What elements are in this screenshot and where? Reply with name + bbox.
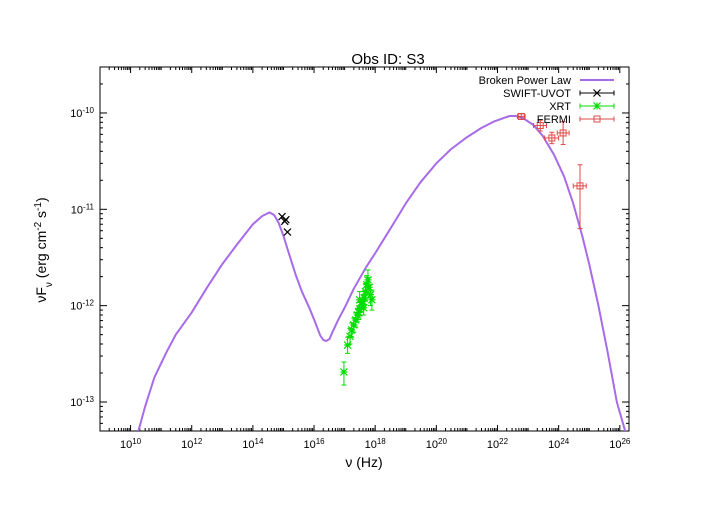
data-point bbox=[367, 289, 376, 311]
plot-frame bbox=[99, 66, 630, 432]
chart-title: Obs ID: S3 bbox=[351, 51, 424, 68]
x-tick-label: 1010 bbox=[120, 437, 142, 452]
legend-item: Broken Power Law bbox=[479, 75, 614, 87]
marker-square bbox=[593, 115, 601, 123]
data-point bbox=[359, 300, 368, 316]
marker-square bbox=[559, 129, 567, 137]
marker-stroke bbox=[281, 215, 290, 224]
marker-stroke bbox=[283, 228, 292, 237]
x-tick-label: 1024 bbox=[548, 437, 570, 452]
series-layer bbox=[137, 112, 627, 431]
x-axis-label: ν (Hz) bbox=[345, 454, 382, 470]
series-swift-uvot bbox=[278, 212, 292, 237]
marker-square bbox=[536, 122, 544, 130]
series-fermi bbox=[516, 112, 587, 230]
line-path bbox=[137, 115, 627, 431]
data-point bbox=[340, 361, 348, 386]
y-axis-ticks: 10-13 10-12 10-11 10-10 bbox=[70, 66, 629, 432]
x-tick-label: 1016 bbox=[303, 437, 325, 452]
marker-square bbox=[517, 112, 525, 120]
data-point bbox=[532, 119, 547, 132]
y-tick-label: 10-12 bbox=[70, 298, 94, 313]
data-point bbox=[516, 112, 526, 120]
y-axis-label: νFν (erg cm-2 s-1) bbox=[33, 197, 55, 302]
y-tick-label: 10-13 bbox=[70, 394, 94, 409]
series-xrt bbox=[340, 269, 376, 386]
data-point bbox=[556, 121, 570, 146]
data-point bbox=[355, 291, 364, 309]
x-tick-label: 1026 bbox=[609, 437, 631, 452]
legend-label: Broken Power Law bbox=[479, 75, 571, 87]
x-tick-label: 1014 bbox=[242, 437, 264, 452]
legend-label: FERMI bbox=[537, 114, 571, 126]
legend-label: SWIFT-UVOT bbox=[503, 88, 571, 100]
legend-item: XRT bbox=[549, 101, 615, 113]
y-tick-label: 10-10 bbox=[70, 105, 94, 120]
x-tick-label: 1020 bbox=[426, 437, 448, 452]
data-point bbox=[281, 215, 290, 224]
marker-square bbox=[576, 182, 584, 190]
legend-item: SWIFT-UVOT bbox=[503, 88, 615, 100]
legend-label: XRT bbox=[549, 101, 571, 113]
x-tick-label: 1022 bbox=[487, 437, 509, 452]
data-point bbox=[572, 164, 587, 230]
data-point bbox=[366, 284, 375, 307]
marker-square bbox=[548, 134, 556, 142]
y-tick-label: 10-11 bbox=[71, 202, 95, 217]
x-axis-ticks: 1010 1012 1014 1016 1018 1020 1022 1024 1026 bbox=[99, 67, 631, 452]
marker-stroke bbox=[593, 89, 601, 97]
series-broken-power-law bbox=[137, 115, 627, 431]
data-point bbox=[544, 131, 560, 145]
x-tick-label: 1012 bbox=[181, 437, 203, 452]
data-point bbox=[283, 228, 292, 237]
x-tick-label: 1018 bbox=[365, 437, 387, 452]
legend-item: FERMI bbox=[537, 114, 615, 126]
